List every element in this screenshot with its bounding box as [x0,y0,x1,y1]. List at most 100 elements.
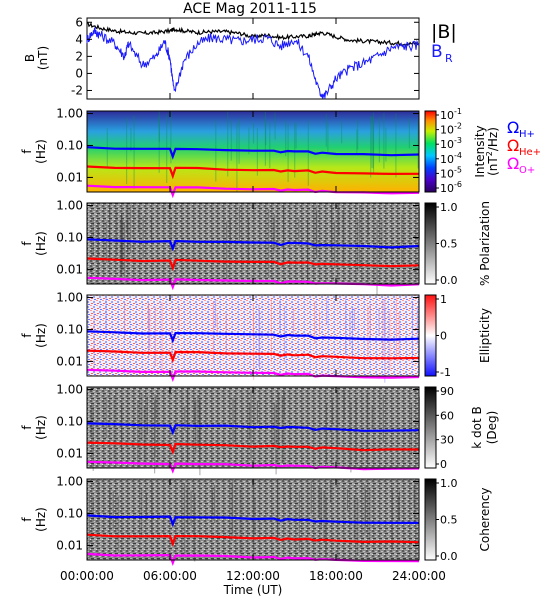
ellipticity-streak [253,312,255,380]
legend-abs-b: |B| [431,21,457,43]
kdotb-streak [194,400,196,426]
coherency-ytick-label: 1.00 [56,475,83,489]
polarization-streak [119,219,122,276]
ellipticity-colorbar-title: Ellipticity [478,308,492,363]
kdotb-streak [281,396,283,464]
intensity-streak [372,117,375,175]
kdotb-streak [199,402,201,476]
polarization-streak [116,210,118,257]
series-br-line [86,26,420,99]
intensity-streak [274,112,276,140]
legend-br-sub: R [445,52,453,65]
coherency-streak [357,498,359,557]
kdotb-streak [410,402,413,455]
polarization-colorbar [424,202,437,285]
polarization-streak [376,219,378,295]
polarization-streak [307,219,309,285]
b-panel: 6 4 2 0 -2 B (nT) |B| B R [23,15,457,100]
coherency-ytick-label: 0.10 [56,506,83,520]
intensity-streak [287,124,289,182]
legend-ion-label: He+ [519,147,541,158]
ellipticity-colorbar-label: 1 [440,293,447,306]
coherency-gyro-Heplus-line [86,533,420,548]
coherency-gyro-Hplus-line [86,514,420,528]
ellipticity-streak [214,299,217,328]
ellipticity-streak [384,297,386,338]
ellipticity-streak [293,307,295,336]
kdotb-colorbar-label: 0 [440,458,447,471]
coherency-streak [290,485,292,507]
ellipticity-streak [416,306,418,345]
intensity-colorbar-label: 10-2 [440,122,462,137]
ellipticity-streak [412,301,414,357]
intensity-streak [325,113,327,147]
intensity-streak [265,120,267,146]
legend-ion-label: O+ [519,165,535,176]
intensity-streak [341,121,343,144]
polarization-streak [338,203,340,237]
coherency-streak [88,492,90,560]
kdotb-streak [283,391,285,418]
kdotb-streak [197,395,199,444]
intensity-ylabel: f [20,149,34,154]
polarization-colorbar-title: % Polarization [478,201,492,286]
coherency-streak [330,481,332,503]
ellipticity-colorbar-label: -1 [440,366,451,379]
polarization-streak [298,217,300,247]
polarization-streak [229,218,231,242]
intensity-colorbar-label-exp: -5 [454,165,462,174]
legend-omega-symbol: Ω [507,118,519,137]
polarization-gyro-Heplus-line [86,257,420,272]
kdotb-ytick-label: 0.01 [56,446,83,460]
coherency-streak [325,497,327,558]
intensity-colorbar-label: 10-3 [440,136,462,151]
ellipticity-spectrogram [87,295,419,376]
intensity-ytick-label: 0.01 [56,170,83,184]
kdotb-streak [234,397,236,442]
ellipticity-streak [398,312,400,359]
polarization-streak [367,211,369,236]
coherency-streak [213,485,216,524]
coherency-streak [369,488,371,542]
coherency-streak [276,479,279,540]
coherency-streak [117,496,119,553]
coherency-streak [183,482,186,557]
kdotb-gyro-Heplus-line [86,441,420,455]
ellipticity-ylabel: f [20,333,34,338]
polarization-ytick-label: 0.01 [56,262,83,276]
ellipticity-panel: 1.00 0.10 0.01 f (Hz) 1 0 -1 Ellipticity [20,291,492,383]
kdotb-colorbar [424,386,437,469]
intensity-streak [357,119,359,150]
legend-omega-symbol: Ω [507,136,519,155]
intensity-colorbar-label: 10-5 [440,165,462,180]
intensity-streak [378,117,380,163]
polarization-streak [109,204,111,258]
intensity-colorbar-unit: (nT2/Hz) [485,127,500,176]
intensity-streak [371,116,373,169]
kdotb-streak [105,396,107,439]
kdotb-ytick-label: 0.10 [56,414,83,428]
kdotb-streak [249,402,251,440]
intensity-streak [158,116,160,142]
coherency-streak [254,497,256,535]
coherency-streak [364,484,366,535]
polarization-streak [273,218,275,253]
ellipticity-streak [258,304,260,368]
ellipticity-ytick-label: 0.10 [56,322,83,336]
coherency-colorbar [424,478,437,561]
legend-br: B [431,42,443,62]
kdotb-streak [232,397,234,445]
kdotb-streak [325,402,328,463]
polarization-streak [97,221,99,279]
ellipticity-streak [124,302,126,339]
ellipticity-streak [148,302,150,359]
x-tick-label: 00:00:00 [60,569,114,583]
kdotb-streak [256,400,258,424]
polarization-streak [92,216,94,257]
intensity-streak [227,111,229,177]
x-axis: 00:00:00 06:00:00 12:00:00 18:00:00 24:00:00 [60,18,446,583]
ellipticity-streak [369,304,371,338]
coherency-colorbar-label: 0.0 [440,550,458,563]
ellipticity-streak [351,307,354,365]
